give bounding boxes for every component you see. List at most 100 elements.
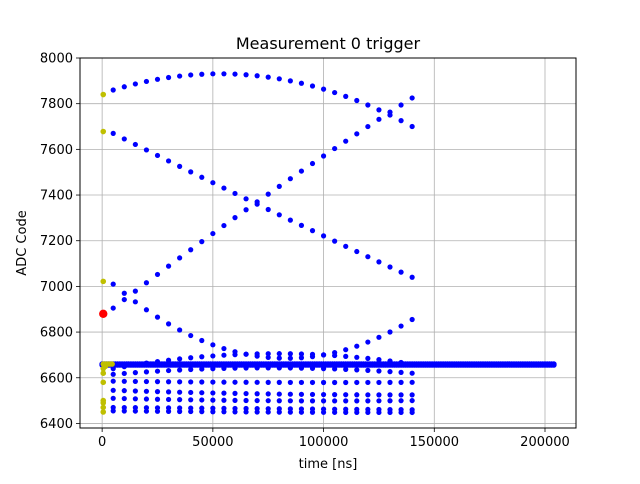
data-point xyxy=(165,408,172,414)
data-point xyxy=(298,80,305,86)
data-point xyxy=(188,169,194,175)
data-point xyxy=(287,217,293,223)
data-point xyxy=(132,81,138,87)
data-point xyxy=(210,71,216,77)
data-point xyxy=(376,259,382,265)
data-point xyxy=(154,271,161,278)
data-point xyxy=(265,74,271,80)
data-point xyxy=(132,141,138,148)
data-point xyxy=(309,228,316,234)
data-point xyxy=(354,367,360,373)
data-point xyxy=(287,409,293,415)
data-point xyxy=(265,398,271,404)
data-point xyxy=(199,409,205,415)
data-point xyxy=(387,109,393,115)
data-point xyxy=(199,366,205,372)
data-point xyxy=(376,107,382,113)
data-point xyxy=(210,230,216,237)
data-point xyxy=(221,379,227,385)
data-point xyxy=(298,351,305,357)
data-point xyxy=(287,351,293,357)
data-point xyxy=(154,76,161,82)
data-point xyxy=(343,138,349,144)
data-point xyxy=(254,397,260,404)
data-point xyxy=(398,323,404,329)
pre-trigger-point xyxy=(100,409,107,415)
data-point xyxy=(210,342,216,348)
data-point xyxy=(309,391,316,398)
data-point xyxy=(332,352,338,359)
data-point xyxy=(287,176,293,182)
data-point xyxy=(210,390,216,396)
data-point xyxy=(243,390,249,397)
data-point xyxy=(376,334,382,340)
data-point xyxy=(121,370,127,377)
data-point xyxy=(332,238,338,244)
data-point xyxy=(287,379,293,386)
data-point xyxy=(343,398,349,404)
data-point xyxy=(332,145,338,152)
data-point xyxy=(177,397,183,403)
data-point xyxy=(354,131,360,137)
data-point xyxy=(354,343,360,349)
data-point xyxy=(143,396,150,402)
data-point xyxy=(332,366,338,372)
data-point xyxy=(332,409,338,415)
data-point xyxy=(199,379,205,385)
data-point xyxy=(265,379,271,385)
data-point xyxy=(110,395,116,401)
data-point xyxy=(165,74,172,81)
data-point xyxy=(365,379,371,386)
data-point xyxy=(287,78,293,84)
pre-trigger-point xyxy=(102,363,109,370)
data-point xyxy=(132,299,138,305)
data-point xyxy=(132,396,138,402)
data-point xyxy=(177,327,183,333)
data-point xyxy=(287,398,293,404)
data-point xyxy=(376,356,382,363)
pre-trigger-point xyxy=(100,379,107,386)
data-point xyxy=(320,352,327,358)
data-point xyxy=(265,354,271,361)
data-point xyxy=(409,392,415,398)
data-point xyxy=(110,87,116,93)
data-point xyxy=(398,398,404,404)
data-point xyxy=(221,222,227,229)
data-point xyxy=(265,351,271,357)
data-point xyxy=(177,367,183,373)
pre-trigger-point xyxy=(109,361,115,367)
data-point xyxy=(332,379,338,386)
data-point xyxy=(143,307,150,313)
data-point xyxy=(143,78,150,85)
data-point xyxy=(243,196,249,202)
data-point xyxy=(343,93,349,99)
data-point xyxy=(188,408,194,415)
data-point xyxy=(210,409,216,415)
data-point xyxy=(276,76,282,82)
y-tick-label: 6400 xyxy=(40,417,73,432)
data-point xyxy=(243,72,249,78)
data-point xyxy=(188,247,194,253)
data-point xyxy=(409,95,415,101)
data-point xyxy=(210,379,216,385)
data-point xyxy=(177,356,183,362)
data-point xyxy=(154,152,161,159)
data-point xyxy=(132,378,138,385)
data-point xyxy=(298,409,305,415)
data-point xyxy=(365,409,371,416)
data-point xyxy=(154,314,161,320)
data-point xyxy=(165,389,172,395)
data-point xyxy=(243,351,249,357)
data-point xyxy=(320,379,327,386)
data-point xyxy=(199,337,205,344)
data-point xyxy=(354,392,360,398)
data-point xyxy=(354,379,360,386)
data-point xyxy=(398,409,404,416)
x-tick-label: 150000 xyxy=(409,435,459,450)
data-point xyxy=(387,369,393,375)
data-point xyxy=(343,353,349,359)
data-points xyxy=(99,71,557,416)
data-point xyxy=(320,153,327,159)
data-point xyxy=(154,389,161,395)
data-point xyxy=(132,370,138,376)
